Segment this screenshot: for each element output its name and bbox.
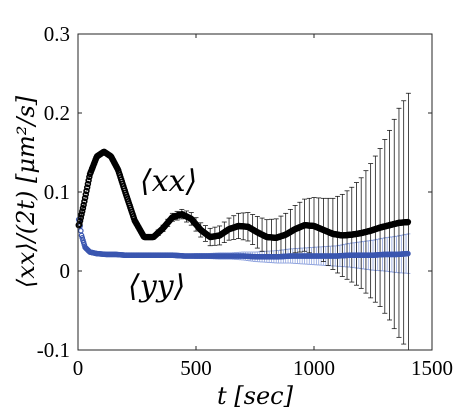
xx-point [81, 198, 88, 205]
xx-point [84, 180, 92, 188]
x-tick-label: 500 [180, 356, 212, 380]
yy-point [80, 239, 87, 246]
plot-area [78, 34, 432, 350]
yy-point [79, 235, 86, 241]
y-axis-label: ⟨xx⟩/(2t) [μm²/s] [12, 95, 40, 288]
y-tick-label: 0.1 [44, 180, 70, 204]
xx-point [81, 194, 89, 202]
y-tick-label: 0.2 [44, 101, 70, 125]
axis-tick-labels: 0 500 1000 1500-0.100.10.20.3 [37, 22, 453, 380]
x-axis-label: t [sec] [217, 382, 294, 410]
yy-point [78, 232, 85, 239]
yy-point [80, 237, 86, 243]
xx-point [82, 191, 89, 198]
xx-point [404, 218, 412, 226]
xx-point [83, 187, 90, 195]
xx-point [76, 220, 83, 228]
annotation-xx: ⟨xx⟩ [140, 164, 197, 199]
y-tick-label: 0 [60, 259, 71, 283]
xx-point [79, 204, 87, 212]
annotation-yy: ⟨yy⟩ [128, 269, 185, 304]
xx-point [80, 201, 87, 209]
y-tick-label: 0.3 [44, 22, 70, 46]
x-tick-label: 1500 [411, 356, 453, 380]
xx-point [84, 184, 91, 191]
axis-ticks [77, 33, 433, 351]
yy-point [405, 250, 411, 257]
xx-point [79, 208, 86, 215]
xx-point [85, 177, 92, 184]
xx-series [75, 148, 412, 242]
x-tick-label: 0 [73, 356, 84, 380]
y-tick-label: -0.1 [37, 338, 70, 362]
xx-point [78, 211, 85, 218]
yy-series [75, 216, 411, 260]
x-tick-label: 1000 [293, 356, 335, 380]
